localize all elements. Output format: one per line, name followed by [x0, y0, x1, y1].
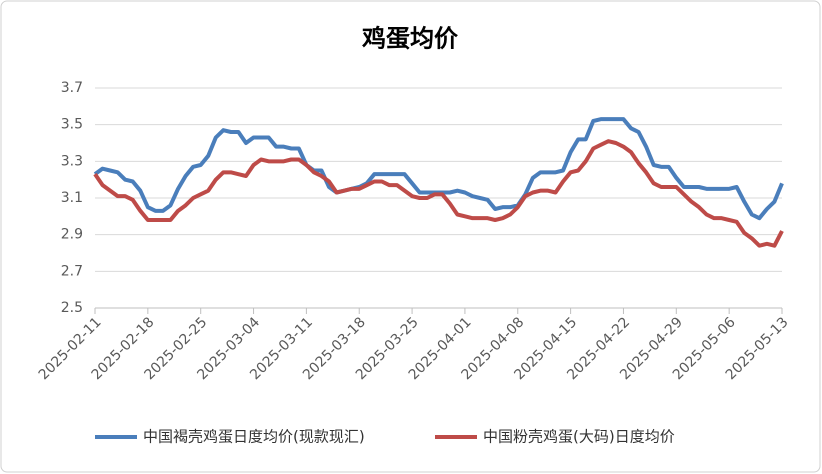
- legend-label: 中国褐壳鸡蛋日度均价(现款现汇): [143, 428, 365, 446]
- legend-label: 中国粉壳鸡蛋(大码)日度均价: [483, 428, 675, 446]
- y-tick-label: 3.5: [61, 117, 83, 133]
- y-tick-label: 3.1: [61, 190, 83, 206]
- chart-title: 鸡蛋均价: [361, 24, 459, 53]
- y-tick-label: 2.7: [61, 263, 83, 279]
- y-tick-label: 3.3: [61, 153, 83, 169]
- series-line: [93, 139, 784, 248]
- y-tick-label: 2.5: [61, 300, 83, 316]
- y-tick-label: 2.9: [61, 227, 83, 243]
- y-tick-label: 3.7: [61, 80, 83, 96]
